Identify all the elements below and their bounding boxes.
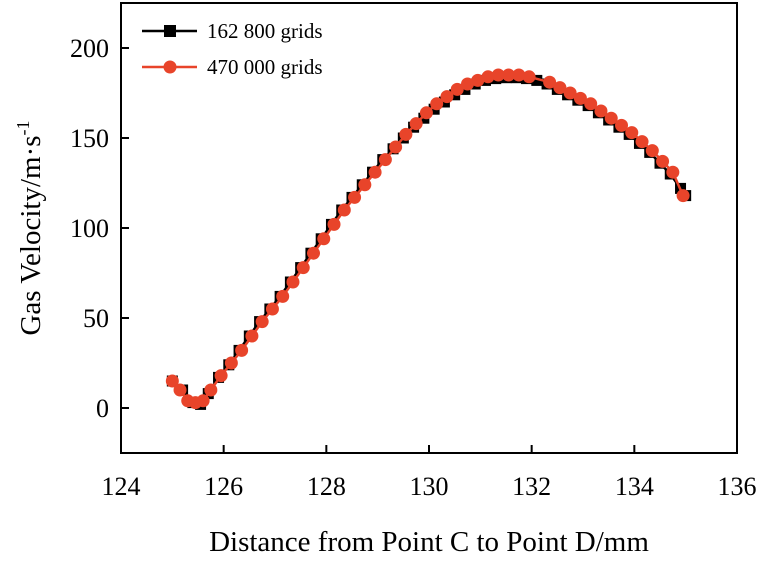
y-tick-label: 150 bbox=[70, 124, 109, 153]
legend-label-series-1: 162 800 grids bbox=[207, 19, 323, 43]
series-layer bbox=[165, 68, 692, 410]
data-point-circle bbox=[204, 383, 218, 397]
data-point-circle bbox=[461, 77, 474, 91]
series-2 bbox=[165, 68, 690, 410]
data-point-circle bbox=[656, 154, 670, 168]
data-point-circle bbox=[358, 178, 372, 192]
data-point-circle bbox=[666, 165, 680, 179]
x-tick-label: 128 bbox=[307, 472, 346, 501]
data-point-circle bbox=[553, 81, 567, 95]
data-point-square bbox=[531, 74, 543, 86]
y-axis-title-main: Gas Velocity/m·s bbox=[15, 135, 47, 335]
data-point-circle bbox=[389, 140, 403, 154]
data-point-circle bbox=[409, 117, 423, 131]
y-axis-title-sup: -1 bbox=[13, 120, 33, 135]
data-point-circle bbox=[450, 82, 464, 96]
data-point-circle bbox=[676, 189, 690, 203]
y-tick-label: 100 bbox=[70, 214, 109, 243]
legend: 162 800 grids 470 000 grids bbox=[142, 19, 323, 79]
legend-marker-series-2 bbox=[163, 60, 177, 74]
x-tick-label: 136 bbox=[718, 472, 757, 501]
data-point-circle bbox=[286, 275, 300, 289]
data-point-circle bbox=[481, 70, 495, 84]
x-axis: 124 126 128 130 132 134 136 bbox=[102, 445, 757, 501]
data-point-circle bbox=[419, 106, 433, 120]
data-point-circle bbox=[317, 232, 331, 246]
data-point-circle bbox=[522, 70, 536, 84]
svg-text:Gas Velocity/m·s-1: Gas Velocity/m·s-1 bbox=[13, 120, 47, 335]
data-point-circle bbox=[196, 394, 210, 408]
x-tick-label: 134 bbox=[615, 472, 654, 501]
x-tick-label: 130 bbox=[410, 472, 449, 501]
legend-marker-series-1 bbox=[164, 25, 176, 37]
x-tick-label: 132 bbox=[512, 472, 551, 501]
data-point-circle bbox=[502, 68, 516, 82]
data-point-circle bbox=[399, 127, 413, 141]
data-point-circle bbox=[245, 329, 259, 343]
data-point-circle bbox=[224, 356, 238, 370]
data-point-circle bbox=[645, 144, 659, 158]
data-point-circle bbox=[307, 246, 320, 260]
data-point-circle bbox=[594, 104, 608, 118]
data-point-circle bbox=[584, 97, 598, 111]
x-axis-title: Distance from Point C to Point D/mm bbox=[209, 526, 649, 558]
data-point-circle bbox=[635, 135, 649, 149]
data-point-circle bbox=[165, 374, 179, 388]
data-point-circle bbox=[378, 153, 392, 167]
data-point-circle bbox=[337, 203, 351, 217]
data-point-circle bbox=[573, 91, 587, 105]
y-tick-label: 50 bbox=[83, 304, 109, 333]
data-point-circle bbox=[265, 302, 279, 316]
data-point-circle bbox=[491, 68, 505, 82]
data-point-circle bbox=[173, 383, 187, 397]
y-tick-label: 200 bbox=[70, 34, 109, 63]
data-point-circle bbox=[440, 90, 454, 104]
data-point-circle bbox=[276, 289, 290, 303]
x-tick-label: 126 bbox=[204, 472, 243, 501]
data-point-circle bbox=[255, 315, 269, 329]
data-point-circle bbox=[512, 68, 526, 82]
data-point-circle bbox=[471, 73, 485, 87]
data-point-circle bbox=[625, 126, 639, 140]
data-point-circle bbox=[327, 217, 341, 231]
data-point-circle bbox=[348, 190, 362, 204]
y-axis-title: Gas Velocity/m·s-1 bbox=[13, 120, 47, 335]
data-point-circle bbox=[235, 343, 249, 357]
data-point-circle bbox=[430, 97, 444, 111]
data-point-circle bbox=[563, 86, 577, 100]
legend-label-series-2: 470 000 grids bbox=[207, 55, 323, 79]
data-point-circle bbox=[604, 111, 618, 125]
data-point-circle bbox=[543, 75, 557, 89]
data-point-circle bbox=[368, 165, 382, 179]
y-axis: 0 50 100 150 200 bbox=[70, 34, 129, 423]
x-tick-label: 124 bbox=[102, 472, 141, 501]
data-point-circle bbox=[615, 118, 628, 132]
data-point-circle bbox=[296, 261, 310, 275]
data-point-circle bbox=[214, 369, 228, 383]
y-tick-label: 0 bbox=[96, 394, 109, 423]
